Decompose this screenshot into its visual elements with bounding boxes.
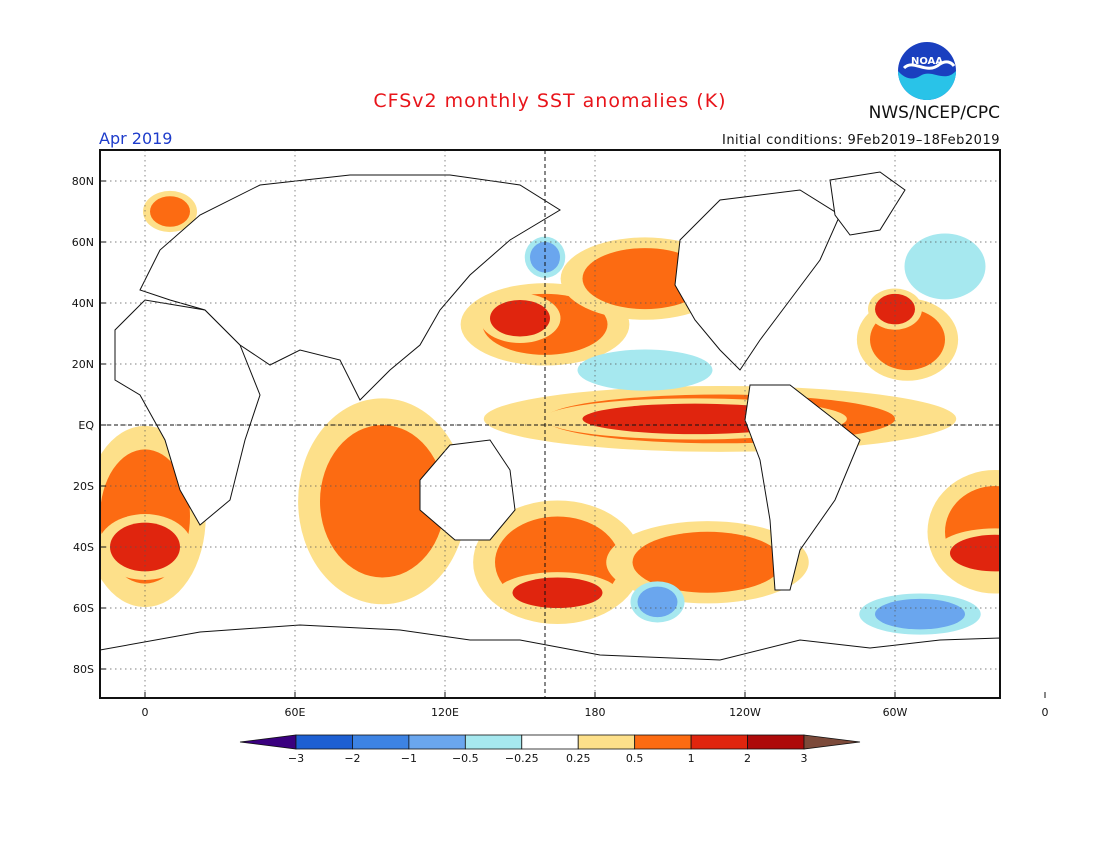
valid-month-label: Apr 2019 [99,129,173,148]
lat-tick-label: 40S [73,541,94,554]
continent-australia [419,439,516,541]
lon-tick-label: 0 [142,706,149,719]
colorbar-box [747,734,805,750]
continent-eurasia [139,174,561,401]
svg-text:NOAA: NOAA [911,56,943,67]
colorbar-underflow-triangle [239,734,297,750]
colorbar-label: 0.5 [626,752,644,765]
map-frame [99,149,1001,699]
lat-tick-label: EQ [78,419,94,432]
anomaly-region [490,299,550,337]
agency-label: NWS/NCEP/CPC [868,103,1000,123]
continent-greenland [829,171,906,236]
continent-antarctica [100,624,1000,698]
colorbar-label: 3 [801,752,808,765]
colorbar-box [295,734,353,750]
anomaly-region [875,293,915,325]
noaa-logo-icon: NOAA [898,42,956,100]
lon-tick-label: 60W [883,706,908,719]
anomaly-region [150,196,190,227]
anomaly-region [915,242,975,291]
colorbar-label: −2 [344,752,360,765]
colorbar-overflow-triangle [803,734,861,750]
anomaly-region [1025,199,1065,223]
colorbar-box [464,734,523,750]
colorbar-label: 1 [688,752,695,765]
anomaly-region [875,598,965,630]
lon-tick-label: 60E [285,706,306,719]
colorbar-label: 2 [744,752,751,765]
graticule [100,150,1000,698]
lon-tick-label: 120E [431,706,459,719]
colorbar-label: −0.25 [505,752,539,765]
lat-tick-label: 80S [73,663,94,676]
longitude-axis: 0 60E 120E 180 120W 60W 0 [142,692,1049,719]
lat-tick-label: 60N [72,236,94,249]
land-layer [100,171,1000,698]
anomaly-region [595,354,695,386]
lat-tick-label: 20N [72,358,94,371]
lat-tick-label: 40N [72,297,94,310]
colorbar-box [690,734,748,750]
colorbar: −3 −2 −1 −0.5 −0.25 0.25 0.5 1 2 3 [239,734,861,765]
lat-tick-label: 20S [73,480,94,493]
colorbar-label: −3 [288,752,304,765]
lat-tick-label: 60S [73,602,94,615]
continent-north-america [674,189,841,371]
anomaly-region [950,534,1000,572]
lon-tick-label: 180 [585,706,606,719]
anomaly-region [637,586,678,618]
continent-south-america [744,384,861,591]
colorbar-box [634,734,692,750]
colorbar-box [577,734,636,750]
lat-tick-label: 80N [72,175,94,188]
lon-tick-label: 0 [1042,706,1049,719]
anomaly-halo [1018,195,1072,228]
latitude-axis: 80N 60N 40N 20N EQ 20S 40S 60S 80S [72,175,106,676]
colorbar-box [408,734,466,750]
colorbar-box [521,734,579,750]
anomaly-region [320,425,445,578]
colorbar-label: −0.5 [452,752,479,765]
lon-tick-label: 120W [729,706,761,719]
initial-conditions-label: Initial conditions: 9Feb2019–18Feb2019 [721,133,1000,148]
anomaly-region [582,248,708,310]
colorbar-box [352,734,410,750]
anomaly-region [512,577,603,608]
colorbar-label: 0.25 [566,752,591,765]
colorbar-label: −1 [401,752,417,765]
figure-title: CFSv2 monthly SST anomalies (K) [373,90,727,112]
